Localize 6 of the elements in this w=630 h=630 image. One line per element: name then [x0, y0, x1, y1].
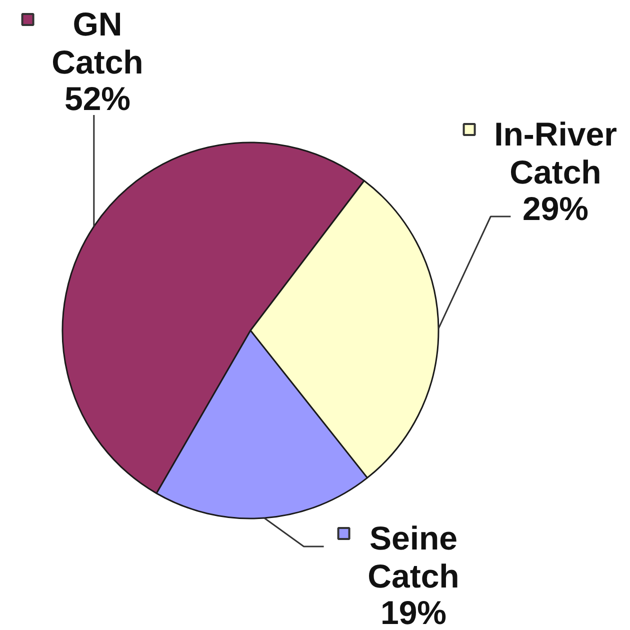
- legend-label: In-River Catch: [494, 115, 618, 191]
- data-label: 52%: [64, 80, 131, 117]
- data-label: 29%: [522, 190, 589, 227]
- legend-label: Seine Catch: [368, 519, 460, 595]
- data-label: 19%: [380, 594, 447, 630]
- legend-label: GN Catch: [52, 5, 144, 81]
